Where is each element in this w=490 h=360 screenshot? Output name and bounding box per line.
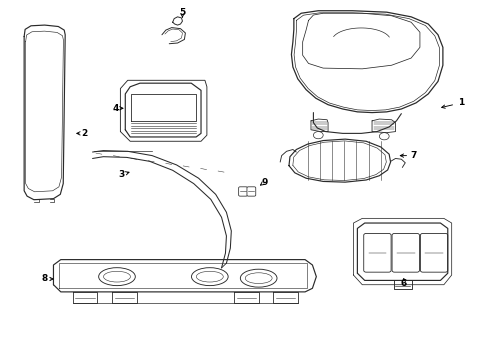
Ellipse shape [245, 273, 272, 284]
Text: 1: 1 [458, 98, 464, 107]
FancyBboxPatch shape [239, 187, 247, 196]
Ellipse shape [98, 268, 135, 285]
Ellipse shape [103, 271, 130, 282]
Text: 3: 3 [119, 170, 125, 179]
Text: 7: 7 [411, 151, 417, 160]
FancyBboxPatch shape [364, 233, 391, 272]
FancyBboxPatch shape [392, 233, 419, 272]
Text: 9: 9 [261, 177, 268, 186]
FancyBboxPatch shape [247, 187, 256, 196]
FancyBboxPatch shape [420, 233, 448, 272]
Text: 6: 6 [401, 279, 407, 288]
Ellipse shape [196, 271, 223, 282]
Text: 5: 5 [179, 8, 186, 17]
Ellipse shape [241, 269, 277, 287]
Text: 4: 4 [112, 104, 119, 113]
Text: 2: 2 [82, 129, 88, 138]
Ellipse shape [192, 268, 228, 285]
Text: 8: 8 [42, 274, 48, 283]
